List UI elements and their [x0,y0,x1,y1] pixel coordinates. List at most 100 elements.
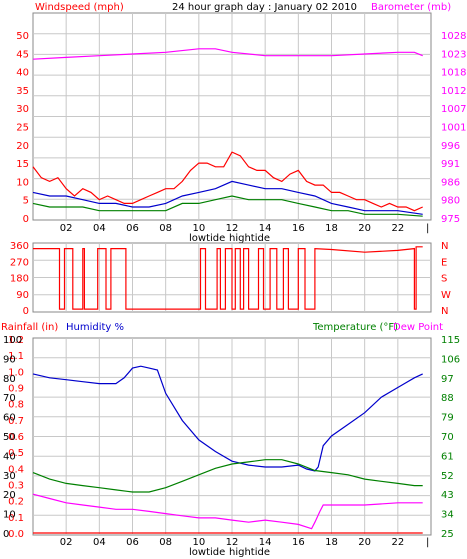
windspeed-tick-label: 5 [23,196,29,207]
wind-barometer-panel: Windspeed (mph) 24 hour graph day : Janu… [16,2,466,244]
wind-series-line [32,180,423,215]
x-tick-label: 22 [391,537,404,548]
temperature-tick-label: 88 [441,393,454,404]
rainfall-tick-label: 1.1 [8,351,24,362]
humidity-axis-label: Humidity % [66,322,124,333]
dewpoint-series-line [32,493,423,530]
temperature-tick-label: 115 [441,335,460,346]
temperature-tick-label: 34 [441,510,454,521]
humidity-tick-label: 70 [3,393,16,404]
x-tick-label: 04 [93,537,106,548]
humidity-tick-label: 60 [3,413,16,424]
barometer-tick-label: 1023 [441,49,466,60]
barometer-series-line [32,48,423,60]
windspeed-tick-label: 10 [16,177,29,188]
x-tick-end-mark: | [426,537,429,548]
temperature-tick-label: 70 [441,432,454,443]
barometer-tick-label: 986 [441,177,460,188]
x-tick-label: 02 [60,537,73,548]
x-tick-label: 14 [259,537,272,548]
x-tick-label: 20 [358,537,371,548]
temperature-tick-label: 25 [441,529,454,540]
x-tick-label: 06 [126,537,139,548]
windspeed-tick-label: 50 [16,31,29,42]
temperature-tick-label: 61 [441,451,454,462]
rainfall-tick-label: 0.5 [8,448,24,459]
windspeed-tick-label: 40 [16,68,29,79]
x-tick-end-mark: | [426,223,429,234]
temperature-tick-label: 43 [441,490,454,501]
temperature-tick-label: 79 [441,413,454,424]
lowtide-label-bottom: lowtide [189,547,225,558]
humidity-tick-label: 80 [3,374,16,385]
temperature-axis-label: Temperature (°F) [312,322,398,333]
direction-tick-label: 180 [10,274,29,285]
rainfall-tick-label: 1.0 [8,367,24,378]
barometer-tick-label: 1028 [441,31,466,42]
rainfall-tick-label: 0.9 [8,384,24,395]
temperature-series-line [32,459,423,493]
x-tick-label: 16 [292,223,305,234]
rainfall-tick-label: 0.8 [8,400,24,411]
direction-tick-label: 0 [23,306,29,317]
dewpoint-axis-label: Dew Point [393,322,443,333]
rainfall-tick-label: 0.6 [8,432,24,443]
windspeed-axis-label: Windspeed (mph) [35,2,124,13]
temperature-humidity-panel: Rainfall (in) Humidity % Temperature (°F… [1,322,460,558]
barometer-axis-label: Barometer (mb) [371,2,451,13]
direction-tick-label: 360 [10,241,29,252]
direction-tick-label: 270 [10,257,29,268]
hightide-label-bottom: hightide [229,547,270,558]
hightide-label: hightide [229,233,270,244]
direction-series-line [33,246,423,310]
windspeed-tick-label: 35 [16,86,29,97]
barometer-tick-label: 996 [441,141,460,152]
humidity-tick-label: 20 [3,490,16,501]
barometer-tick-label: 1012 [441,86,466,97]
rainfall-axis-label: Rainfall (in) [1,322,58,333]
windspeed-tick-label: 15 [16,159,29,170]
rainfall-tick-label: 0.4 [8,464,24,475]
humidity-series-line [32,365,423,472]
windspeed-tick-label: 30 [16,104,29,115]
temperature-tick-label: 97 [441,374,454,385]
x-tick-label: 14 [259,223,272,234]
temperature-tick-label: 106 [441,354,460,365]
rainfall-tick-label: 0.7 [8,416,24,427]
humidity-tick-label: 100 [3,335,22,346]
humidity-tick-label: 50 [3,432,16,443]
barometer-tick-label: 980 [441,196,460,207]
x-tick-label: 12 [226,537,239,548]
x-tick-label: 12 [226,223,239,234]
barometer-tick-label: 1018 [441,68,466,79]
x-tick-label: 20 [358,223,371,234]
x-tick-label: 04 [93,223,106,234]
chart-title: 24 hour graph day : January 02 2010 [172,2,357,13]
humidity-tick-label: 0 [3,529,9,540]
x-tick-label: 06 [126,223,139,234]
rainfall-tick-label: 0.1 [8,513,24,524]
x-tick-label: 16 [292,537,305,548]
humidity-tick-label: 40 [3,451,16,462]
compass-tick-label: E [441,257,447,268]
gust-series-line [32,151,423,212]
humidity-tick-label: 10 [3,510,16,521]
direction-tick-label: 90 [16,290,29,301]
x-tick-label: 08 [159,223,172,234]
rainfall-tick-label: 0.2 [8,497,24,508]
x-tick-label: 10 [192,537,205,548]
rainfall-tick-label: 0.3 [8,481,24,492]
temperature-tick-label: 52 [441,471,454,482]
compass-tick-label: W [441,290,451,301]
humidity-tick-label: 90 [3,354,16,365]
windspeed-tick-label: 0 [23,214,29,225]
windspeed-tick-label: 20 [16,141,29,152]
compass-tick-label: S [441,274,447,285]
x-tick-label: 02 [60,223,73,234]
windspeed-tick-label: 45 [16,49,29,60]
barometer-tick-label: 1007 [441,104,466,115]
barometer-tick-label: 991 [441,159,460,170]
rainfall-tick-label: 0.0 [8,529,24,540]
